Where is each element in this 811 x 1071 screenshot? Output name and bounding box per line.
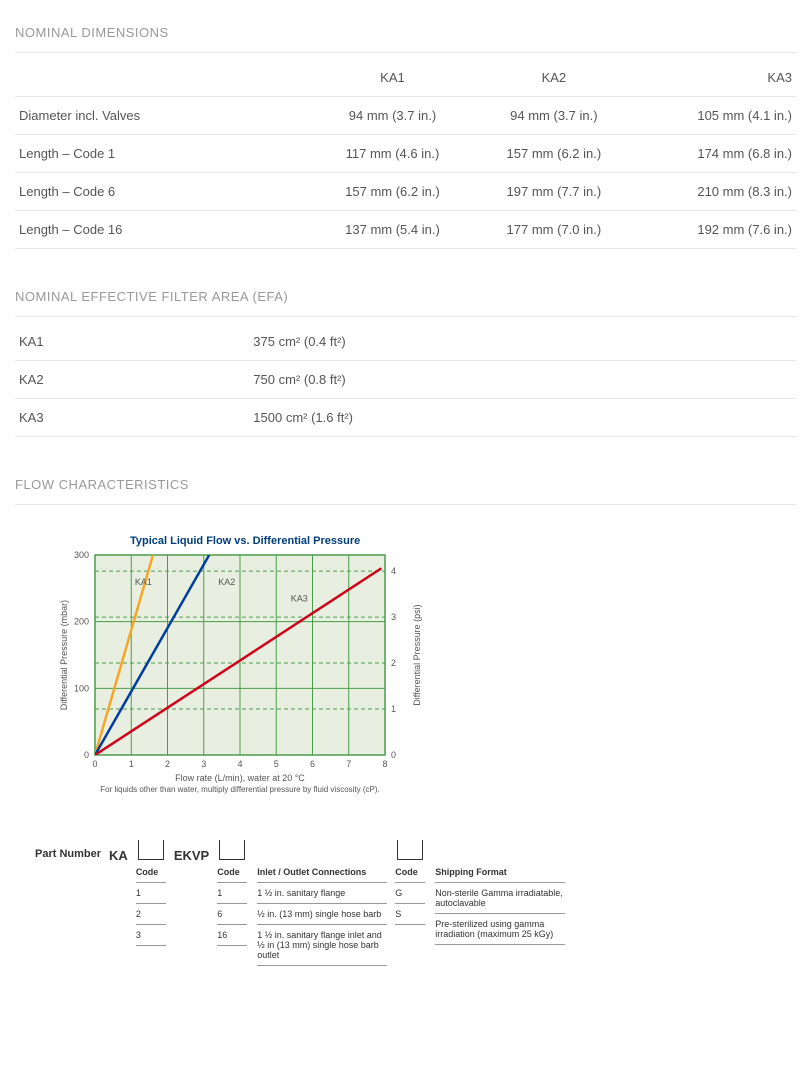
flow-chart: KA1KA2KA3012345678010020030001234Typical… xyxy=(15,515,796,830)
table-row: KA31500 cm² (1.6 ft²) xyxy=(15,399,796,437)
efa-table: KA1375 cm² (0.4 ft²)KA2750 cm² (0.8 ft²)… xyxy=(15,323,796,437)
svg-text:0: 0 xyxy=(84,750,89,760)
table-row: Diameter incl. Valves94 mm (3.7 in.)94 m… xyxy=(15,97,796,135)
dim-header: KA1 xyxy=(312,59,473,97)
svg-text:8: 8 xyxy=(382,759,387,769)
table-row: Length – Code 1117 mm (4.6 in.)157 mm (6… xyxy=(15,135,796,173)
svg-text:1: 1 xyxy=(391,704,396,714)
svg-text:200: 200 xyxy=(74,617,89,627)
dimensions-table: KA1KA2KA3 Diameter incl. Valves94 mm (3.… xyxy=(15,59,796,249)
svg-text:KA3: KA3 xyxy=(291,594,308,604)
svg-text:3: 3 xyxy=(391,612,396,622)
svg-text:3: 3 xyxy=(201,759,206,769)
dim-header: KA3 xyxy=(635,59,796,97)
dimensions-heading: NOMINAL DIMENSIONS xyxy=(15,15,796,53)
svg-text:Differential Pressure (mbar): Differential Pressure (mbar) xyxy=(59,600,69,710)
svg-text:7: 7 xyxy=(346,759,351,769)
svg-text:For liquids other than water,: For liquids other than water, multiply d… xyxy=(100,785,380,794)
svg-text:300: 300 xyxy=(74,550,89,560)
table-row: KA1375 cm² (0.4 ft²) xyxy=(15,323,796,361)
svg-text:4: 4 xyxy=(391,566,396,576)
svg-text:100: 100 xyxy=(74,683,89,693)
flow-heading: FLOW CHARACTERISTICS xyxy=(15,467,796,505)
svg-text:0: 0 xyxy=(391,750,396,760)
svg-text:2: 2 xyxy=(391,658,396,668)
table-row: Length – Code 16137 mm (5.4 in.)177 mm (… xyxy=(15,211,796,249)
svg-text:6: 6 xyxy=(310,759,315,769)
svg-text:1: 1 xyxy=(129,759,134,769)
dim-header xyxy=(15,59,312,97)
table-row: Length – Code 6157 mm (6.2 in.)197 mm (7… xyxy=(15,173,796,211)
table-row: KA2750 cm² (0.8 ft²) xyxy=(15,361,796,399)
svg-text:4: 4 xyxy=(237,759,242,769)
svg-text:0: 0 xyxy=(92,759,97,769)
svg-text:2: 2 xyxy=(165,759,170,769)
efa-heading: NOMINAL EFFECTIVE FILTER AREA (EFA) xyxy=(15,279,796,317)
svg-text:Typical Liquid Flow vs. Differ: Typical Liquid Flow vs. Differential Pre… xyxy=(130,535,360,547)
part-number-builder: Part NumberKACode123EKVPCode1616Inlet / … xyxy=(15,840,796,966)
svg-text:KA2: KA2 xyxy=(218,577,235,587)
svg-text:KA1: KA1 xyxy=(135,577,152,587)
svg-text:5: 5 xyxy=(274,759,279,769)
dim-header: KA2 xyxy=(473,59,634,97)
svg-text:Differential Pressure (psi): Differential Pressure (psi) xyxy=(412,604,422,705)
svg-text:Flow rate (L/min), water at 20: Flow rate (L/min), water at 20 °C xyxy=(175,773,305,783)
